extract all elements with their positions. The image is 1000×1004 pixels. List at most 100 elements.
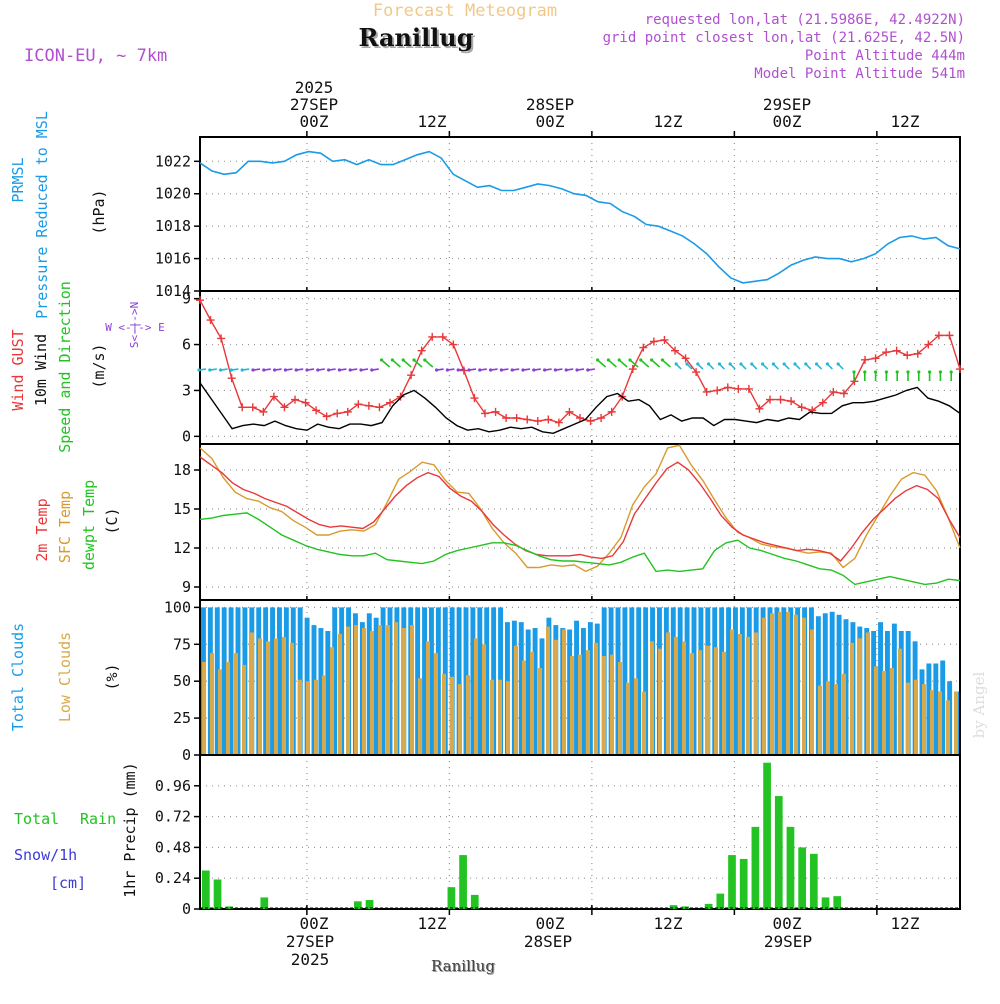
total-cloud-bar xyxy=(214,607,220,755)
wind-dir-label: Speed and Direction xyxy=(56,281,74,453)
pressure-label-msl: Pressure Reduced to MSL xyxy=(33,111,51,319)
panel1-ytick-label-2: 6 xyxy=(182,336,191,354)
precip-bar xyxy=(728,855,736,909)
total-cloud-bar xyxy=(574,620,579,755)
gust-marker xyxy=(269,392,278,401)
point-altitude: Point Altitude 444m xyxy=(805,48,965,64)
gust-marker xyxy=(755,404,764,413)
low-cloud-bar xyxy=(650,641,654,755)
total-cloud-bar xyxy=(940,660,946,755)
low-cloud-bar xyxy=(578,654,582,755)
panel3-ytick-label-0: 0 xyxy=(182,746,191,764)
low-cloud-bar xyxy=(290,642,294,755)
top-date-2: 28SEP xyxy=(526,95,574,114)
low-cloud-bar xyxy=(258,638,262,755)
top-date-1: 27SEP xyxy=(290,95,338,114)
wind-arrow-head xyxy=(836,362,840,366)
low-cloud-bar xyxy=(634,678,638,755)
low-cloud-bar xyxy=(474,638,478,755)
low-cloud-bar xyxy=(570,656,574,755)
pressure-unit: (hPa) xyxy=(90,189,108,234)
temp2m-label: 2m Temp xyxy=(33,498,51,561)
wind-arrow-head xyxy=(219,368,223,372)
gust-marker xyxy=(354,400,363,409)
total-cloud-bar xyxy=(774,607,780,755)
wind-arrow-head xyxy=(793,362,797,366)
requested-coords: requested lon,lat (21.5986E, 42.4922N) xyxy=(645,12,965,28)
low-cloud-bar xyxy=(762,617,766,755)
panel4-frame xyxy=(199,754,961,910)
wind-arrow-head xyxy=(884,370,889,374)
gust-marker xyxy=(449,340,458,349)
total-cloud-bar xyxy=(283,607,289,755)
low-cloud-bar xyxy=(554,639,558,755)
gust-marker xyxy=(639,343,648,352)
precip-bar xyxy=(716,893,725,909)
low-cloud-bar xyxy=(954,691,958,755)
wind-arrow-head xyxy=(251,368,255,372)
wind-arrow-head xyxy=(596,358,600,362)
wind-arrow-head xyxy=(390,358,394,362)
gust-marker xyxy=(206,316,215,325)
compass-ns: S<-|->N xyxy=(128,302,141,348)
wind10m-line xyxy=(199,382,961,435)
precip-bar xyxy=(810,853,818,909)
total-cloud-bar xyxy=(670,607,676,755)
wind-unit: (m/s) xyxy=(90,343,108,388)
gust-marker xyxy=(343,407,352,416)
gust-marker xyxy=(861,355,869,364)
low-cloud-bar xyxy=(882,670,886,755)
gust-marker xyxy=(438,332,447,341)
wind-arrow xyxy=(618,359,628,368)
location-title: Ranillug xyxy=(358,23,473,52)
wind-arrow-head xyxy=(412,358,416,362)
total-cloud-bar xyxy=(677,607,683,755)
wind-arrow-head xyxy=(380,358,384,362)
low-cloud-bar xyxy=(274,638,278,755)
gust-marker xyxy=(734,384,743,393)
gust-marker xyxy=(196,296,204,305)
sfc-temp-line xyxy=(199,444,961,573)
total-cloud-bar xyxy=(788,607,794,755)
precip-bar xyxy=(786,826,795,909)
wind-arrow-head xyxy=(606,358,611,362)
wind-arrow xyxy=(381,359,391,368)
gust-marker xyxy=(808,406,817,415)
gust-marker xyxy=(882,348,891,357)
panel4-ytick-label-1: 0.24 xyxy=(155,869,191,887)
gust-marker xyxy=(671,346,679,355)
wind-arrow-head xyxy=(696,362,700,366)
panel0-ytick-label-3: 1020 xyxy=(155,185,191,203)
top-tick-5: 00Z xyxy=(773,112,802,131)
gust-marker xyxy=(459,366,468,375)
panel0-ytick-label-2: 1018 xyxy=(155,217,191,235)
total-cloud-bar xyxy=(366,613,372,755)
gust-marker xyxy=(649,337,658,346)
low-cloud-bar xyxy=(698,650,702,755)
bottom-tick-5: 00Z xyxy=(773,914,802,933)
wind-arrow xyxy=(640,359,650,368)
low-cloud-bar xyxy=(314,679,318,755)
low-cloud-bar xyxy=(690,653,694,755)
total-cloud-bar xyxy=(277,607,282,755)
gust-marker xyxy=(797,403,806,412)
wind-arrow-head xyxy=(617,358,621,362)
wind-arrow-head xyxy=(739,362,743,366)
total-cloud-bar xyxy=(822,613,828,755)
total-cloud-bar xyxy=(263,607,269,755)
low-cloud-bar xyxy=(906,682,910,755)
low-cloud-bar xyxy=(434,653,438,755)
pressure-label-prmsl: PRMSL xyxy=(9,157,27,202)
wind-arrow-head xyxy=(815,362,819,366)
low-cloud-bar xyxy=(450,676,454,755)
total-cloud-bar xyxy=(587,622,593,755)
low-cloud-bar xyxy=(938,691,942,755)
low-cloud-bar xyxy=(394,622,398,755)
low-cloud-bar xyxy=(754,632,758,755)
wind-arrow-head xyxy=(262,368,266,372)
low-cloud-bar xyxy=(410,625,414,755)
total-cloud-bar xyxy=(885,631,890,755)
temp2m-line xyxy=(199,456,961,562)
gust-marker xyxy=(554,418,563,427)
